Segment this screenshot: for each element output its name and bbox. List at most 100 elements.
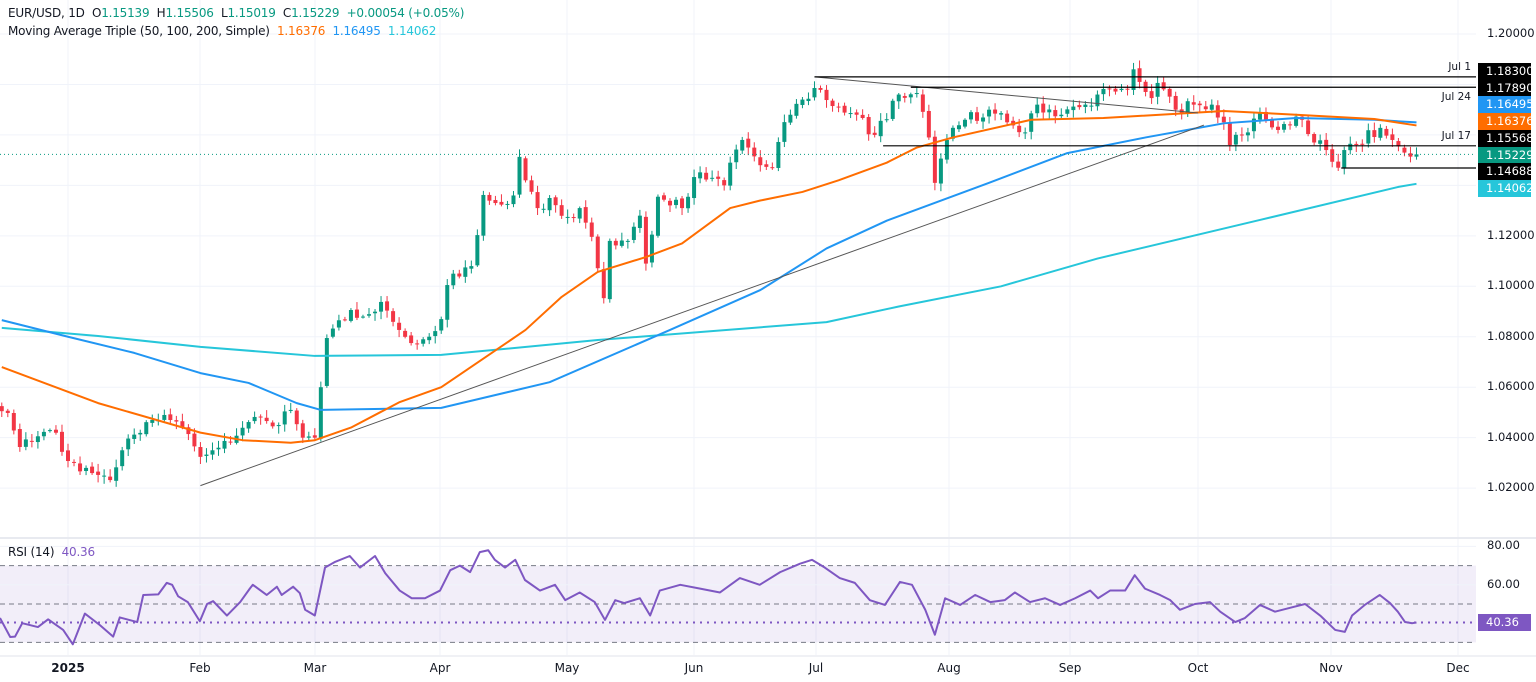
candle: [680, 195, 685, 216]
candle-body: [463, 267, 468, 277]
time-axis-label: Feb: [189, 661, 211, 675]
candle-body: [138, 432, 143, 435]
candle: [950, 125, 955, 142]
candle: [746, 132, 751, 156]
candle: [661, 192, 666, 202]
candle-body: [17, 429, 22, 448]
candle: [493, 195, 498, 206]
candle: [487, 192, 492, 205]
candle-body: [439, 319, 444, 331]
candle-body: [445, 285, 450, 320]
candle: [848, 107, 853, 119]
candle: [668, 198, 672, 212]
candle: [1282, 121, 1287, 133]
candle: [78, 456, 83, 475]
candle: [1251, 112, 1256, 139]
candle: [1089, 98, 1094, 112]
candle: [41, 428, 46, 441]
candle-body: [848, 113, 853, 115]
candle: [276, 422, 281, 434]
candle-body: [312, 435, 317, 438]
price-label: 1.18300: [1478, 63, 1534, 80]
price-axis-tick: 1.10000: [1487, 278, 1535, 293]
candle: [174, 415, 179, 430]
candle-body: [595, 236, 600, 269]
candle-body: [1167, 88, 1172, 97]
candle: [138, 429, 143, 441]
candle-body: [710, 177, 715, 179]
candle-body: [872, 132, 877, 135]
candle-body: [1095, 94, 1100, 107]
time-axis-label: Mar: [303, 661, 327, 675]
ma-legend[interactable]: Moving Average Triple (50, 100, 200, Sim…: [8, 24, 436, 38]
candle-body: [1113, 88, 1118, 92]
ma100-line: [1, 117, 1417, 411]
candle-body: [360, 316, 365, 318]
candle-body: [975, 112, 980, 121]
candle-body: [722, 180, 727, 186]
candle-body: [601, 269, 606, 299]
time-axis-label: 2025: [51, 661, 85, 675]
candle-body: [1125, 88, 1130, 90]
candle-body: [854, 112, 859, 115]
candle: [421, 337, 426, 347]
candle: [240, 421, 245, 442]
candle-body: [704, 172, 709, 180]
candle: [1312, 132, 1317, 146]
candle-body: [282, 411, 287, 425]
candle: [348, 308, 353, 323]
candle-body: [1119, 88, 1124, 91]
candle-body: [619, 240, 624, 246]
candle-body: [1107, 88, 1112, 90]
candle: [373, 309, 378, 321]
candle-body: [788, 114, 793, 123]
candle-body: [210, 450, 215, 455]
candle: [1185, 98, 1190, 117]
candle-body: [264, 417, 269, 422]
candle: [1294, 113, 1299, 128]
change-value: +0.00054 (+0.05%): [346, 6, 465, 20]
candle: [553, 195, 558, 213]
candle: [1083, 101, 1088, 114]
candle-body: [90, 466, 95, 474]
candle-body: [962, 119, 967, 127]
candle: [403, 328, 408, 339]
candle-body: [1390, 134, 1395, 140]
candle: [686, 193, 691, 213]
candle: [59, 424, 64, 456]
candle-body: [1324, 139, 1329, 151]
candle: [144, 420, 149, 437]
candle: [66, 443, 70, 468]
time-axis-label: Nov: [1319, 661, 1343, 675]
candle: [234, 428, 239, 445]
candle: [1336, 153, 1341, 171]
price-label: 1.15229: [1478, 146, 1534, 164]
candle: [1059, 108, 1064, 119]
candle: [1191, 95, 1196, 111]
candle-body: [1059, 114, 1064, 117]
candle-body: [926, 110, 931, 138]
candle: [740, 136, 745, 154]
candle: [1354, 141, 1359, 153]
open-value: 1.15139: [101, 6, 150, 20]
candle-body: [1083, 104, 1088, 107]
candle: [752, 142, 757, 162]
candle: [481, 190, 486, 241]
candle-body: [1131, 69, 1136, 90]
level-note: Jul 1: [1448, 60, 1471, 73]
candle: [842, 102, 847, 116]
rsi-legend[interactable]: RSI (14) 40.36: [8, 545, 95, 559]
rsi-value: 40.36: [61, 545, 96, 559]
candle: [246, 420, 251, 433]
candle: [198, 442, 203, 465]
candle: [902, 92, 907, 103]
rsi-title: RSI (14): [8, 545, 55, 559]
candle-body: [571, 217, 576, 219]
candle: [72, 459, 77, 467]
price-label: 1.16495: [1478, 96, 1534, 114]
candle-body: [866, 117, 871, 135]
candle-body: [1137, 68, 1142, 82]
candle: [1131, 62, 1136, 95]
candle: [631, 222, 636, 244]
